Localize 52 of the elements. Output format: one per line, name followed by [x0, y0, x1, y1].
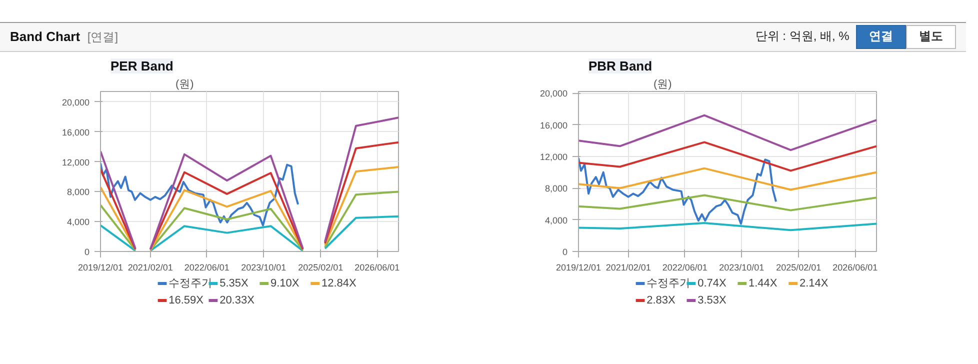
- y-tick-label: 16,000: [540, 120, 568, 130]
- legend-label: 5.35X: [220, 278, 249, 290]
- y-tick-label: 20,000: [62, 97, 90, 108]
- line-series: [100, 162, 300, 226]
- y-tick-label: 8,000: [66, 187, 90, 198]
- legend-label: 수정주가: [168, 278, 213, 290]
- y-tick-label: 12,000: [62, 157, 90, 168]
- x-tick-label: 2026/06/01: [832, 262, 878, 272]
- y-tick-label: 20,000: [540, 88, 568, 99]
- legend-label: 9.10X: [270, 278, 300, 290]
- x-tick-label: 2025/02/01: [776, 262, 822, 272]
- y-tick-label: 4,000: [66, 217, 90, 228]
- y-tick-label: 8,000: [544, 184, 568, 194]
- line-series: [578, 194, 876, 212]
- x-tick-label: 2026/06/01: [354, 262, 400, 272]
- legend-label: 20.33X: [220, 294, 256, 306]
- legend-label: 3.53X: [698, 294, 727, 306]
- text: 단위 : 억원, 배, %: [755, 29, 850, 44]
- x-tick-label: 2019/12/01: [556, 262, 602, 272]
- y-tick-label: 4,000: [544, 215, 568, 226]
- text: 연결: [856, 25, 906, 49]
- legend-label: 0.74X: [698, 278, 727, 290]
- legend-label: 수정주가: [646, 278, 691, 290]
- legend-label: 2.83X: [646, 294, 676, 306]
- legend-label: 2.14X: [799, 278, 829, 290]
- line-series: [578, 114, 876, 152]
- legend-label: 12.84X: [321, 278, 357, 290]
- chart-title: PER Band: [110, 58, 174, 74]
- y-axis-title: (원): [176, 78, 194, 90]
- y-tick-label: 0: [562, 247, 568, 257]
- x-tick-label: 2021/02/01: [128, 262, 173, 272]
- y-tick-label: 16,000: [62, 127, 90, 138]
- chart-title: PBR Band: [588, 58, 652, 74]
- x-tick-label: 2023/10/01: [719, 262, 764, 272]
- legend-label: 16.59X: [168, 294, 204, 306]
- legend-label: 1.44X: [748, 278, 778, 290]
- x-tick-label: 2021/02/01: [606, 262, 651, 272]
- line-series: [578, 222, 876, 232]
- x-tick-label: 2025/02/01: [298, 262, 344, 272]
- line-series: [578, 157, 778, 225]
- y-axis-title: (원): [654, 78, 672, 90]
- x-tick-label: 2022/06/01: [184, 262, 230, 272]
- line-series: [578, 167, 876, 191]
- y-tick-label: 0: [84, 247, 90, 257]
- text: [연결]: [87, 30, 118, 44]
- text: Band Chart: [10, 28, 80, 44]
- y-tick-label: 12,000: [540, 152, 568, 162]
- x-tick-label: 2022/06/01: [662, 262, 708, 272]
- text: 별도: [906, 25, 956, 49]
- line-series: [578, 141, 876, 172]
- x-tick-label: 2019/12/01: [78, 262, 124, 272]
- x-tick-label: 2023/10/01: [241, 262, 286, 272]
